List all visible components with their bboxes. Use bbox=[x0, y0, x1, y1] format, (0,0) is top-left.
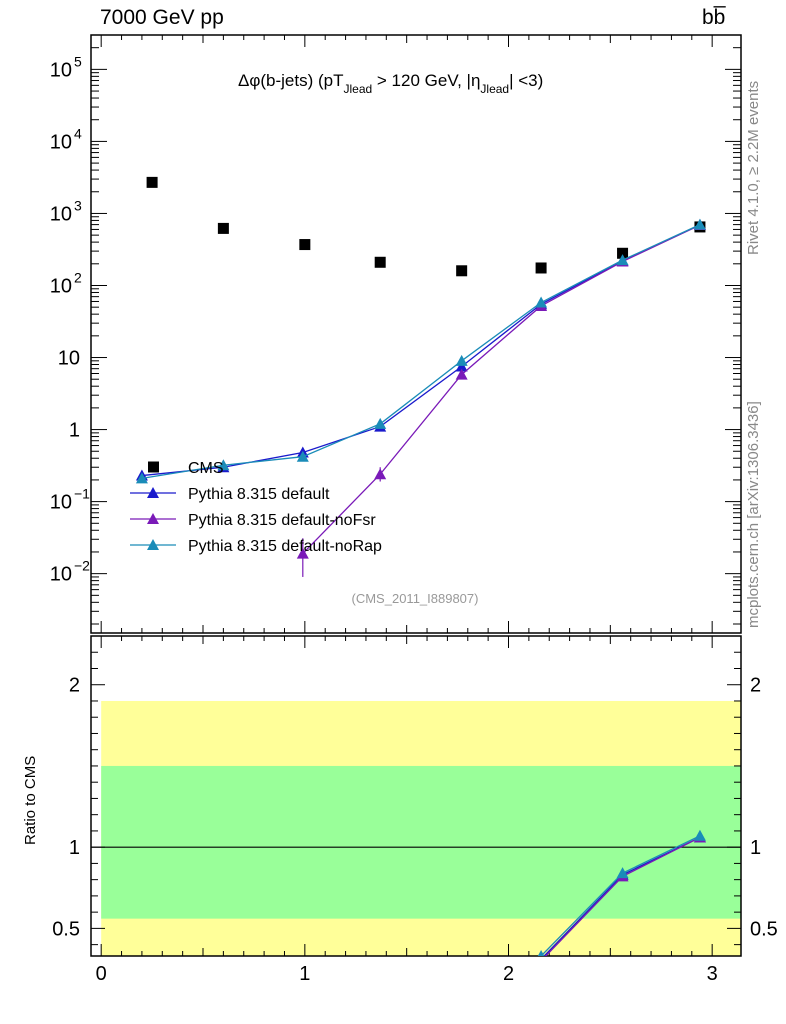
title-sub1: Jlead bbox=[344, 82, 373, 96]
y-tick-label: 10 bbox=[50, 564, 72, 586]
title-pre: Δφ(b-jets) (pT bbox=[238, 71, 344, 90]
ratio-axes-box bbox=[90, 635, 742, 957]
legend-marker bbox=[148, 461, 159, 473]
series-point-3 bbox=[374, 417, 387, 429]
y-tick-exponent: 4 bbox=[74, 125, 82, 141]
ratio-uncertainty-bands bbox=[91, 700, 741, 956]
ratio-y-tick-label-right: 1 bbox=[750, 837, 761, 859]
green-band bbox=[101, 765, 741, 919]
title-sub2: Jlead bbox=[480, 82, 509, 96]
y-tick-label: 10 bbox=[50, 131, 72, 153]
y-tick-label: 10 bbox=[50, 275, 72, 297]
series-point-3 bbox=[455, 354, 468, 366]
title-post: | <3) bbox=[509, 71, 543, 90]
y-tick-label: 10 bbox=[50, 492, 72, 514]
series-point-1 bbox=[455, 360, 468, 372]
legend-label: Pythia 8.315 default-noRap bbox=[188, 538, 382, 555]
ratio-point-2 bbox=[616, 867, 629, 879]
ratio-point-2 bbox=[693, 829, 706, 841]
title-mid: > 120 GeV, |η bbox=[372, 71, 480, 90]
series-point-3 bbox=[135, 472, 148, 484]
ratio-plot-frame: 0 1 2 3 0.5 0.5 1 1 2 2 bbox=[52, 635, 778, 985]
series-line-1 bbox=[141, 224, 701, 477]
plot-title: Δφ(b-jets) (pTJlead > 120 GeV, |ηJlead| … bbox=[238, 71, 543, 96]
series-line-2 bbox=[302, 224, 701, 555]
legend-marker bbox=[147, 539, 159, 550]
legend-label: Pythia 8.315 default bbox=[188, 486, 330, 503]
ratio-series-group bbox=[537, 829, 706, 956]
series-point-3 bbox=[693, 218, 706, 230]
ratio-point-2 bbox=[537, 950, 545, 956]
series-point-3 bbox=[217, 459, 230, 471]
x-tick-label: 2 bbox=[503, 963, 514, 985]
series-point-2 bbox=[455, 368, 468, 380]
x-tick-label: 3 bbox=[707, 963, 718, 985]
x-tick-label: 1 bbox=[299, 963, 310, 985]
x-tick-label: 0 bbox=[96, 963, 107, 985]
cms-data-point bbox=[535, 262, 547, 274]
legend-marker bbox=[147, 513, 159, 524]
cms-data-point bbox=[456, 265, 468, 277]
ratio-y-tick-label-right: 0.5 bbox=[750, 918, 778, 940]
series-point-3 bbox=[535, 296, 548, 308]
series-point-3 bbox=[296, 450, 309, 462]
y-tick-exponent: −2 bbox=[74, 558, 90, 574]
y-tick-exponent: 3 bbox=[74, 197, 82, 213]
cms-data-point bbox=[374, 256, 386, 268]
cms-data-point bbox=[146, 176, 158, 188]
y-tick-exponent: −1 bbox=[74, 486, 90, 502]
y-tick-exponent: 2 bbox=[74, 269, 82, 285]
series-point-2 bbox=[296, 547, 309, 559]
cms-data-point bbox=[617, 247, 629, 259]
legend-label: CMS bbox=[188, 460, 224, 477]
series-point-3 bbox=[616, 254, 629, 266]
cms-data-point bbox=[299, 239, 311, 251]
main-series-group bbox=[135, 176, 706, 577]
ratio-y-tick-label-right: 2 bbox=[750, 675, 761, 697]
ratio-y-tick-label: 1 bbox=[69, 837, 80, 859]
y-tick-label: 1 bbox=[69, 420, 80, 442]
header-process: bb̅ bbox=[702, 6, 726, 29]
y-tick-label: 10 bbox=[50, 59, 72, 81]
y-tick-label: 10 bbox=[58, 348, 80, 370]
cms-data-point bbox=[217, 222, 229, 234]
legend-marker bbox=[147, 487, 159, 498]
ratio-y-tick-label: 2 bbox=[69, 675, 80, 697]
y-tick-label: 10 bbox=[50, 203, 72, 225]
main-axes-box bbox=[90, 34, 742, 634]
series-point-2 bbox=[374, 468, 387, 480]
series-line-3 bbox=[141, 224, 701, 480]
legend-label: Pythia 8.315 default-noFsr bbox=[188, 512, 376, 529]
analysis-label: (CMS_2011_I889807) bbox=[352, 591, 479, 606]
legend: CMS Pythia 8.315 default Pythia 8.315 defa… bbox=[130, 460, 382, 555]
svg-text:Δφ(b-jets) (pTJlead > 120 GeV: Δφ(b-jets) (pTJlead > 120 GeV, |ηJlead| … bbox=[238, 71, 543, 96]
ratio-y-tick-label: 0.5 bbox=[52, 918, 80, 940]
y-tick-exponent: 5 bbox=[74, 53, 82, 69]
header-title: 7000 GeV pp bbox=[100, 6, 224, 29]
